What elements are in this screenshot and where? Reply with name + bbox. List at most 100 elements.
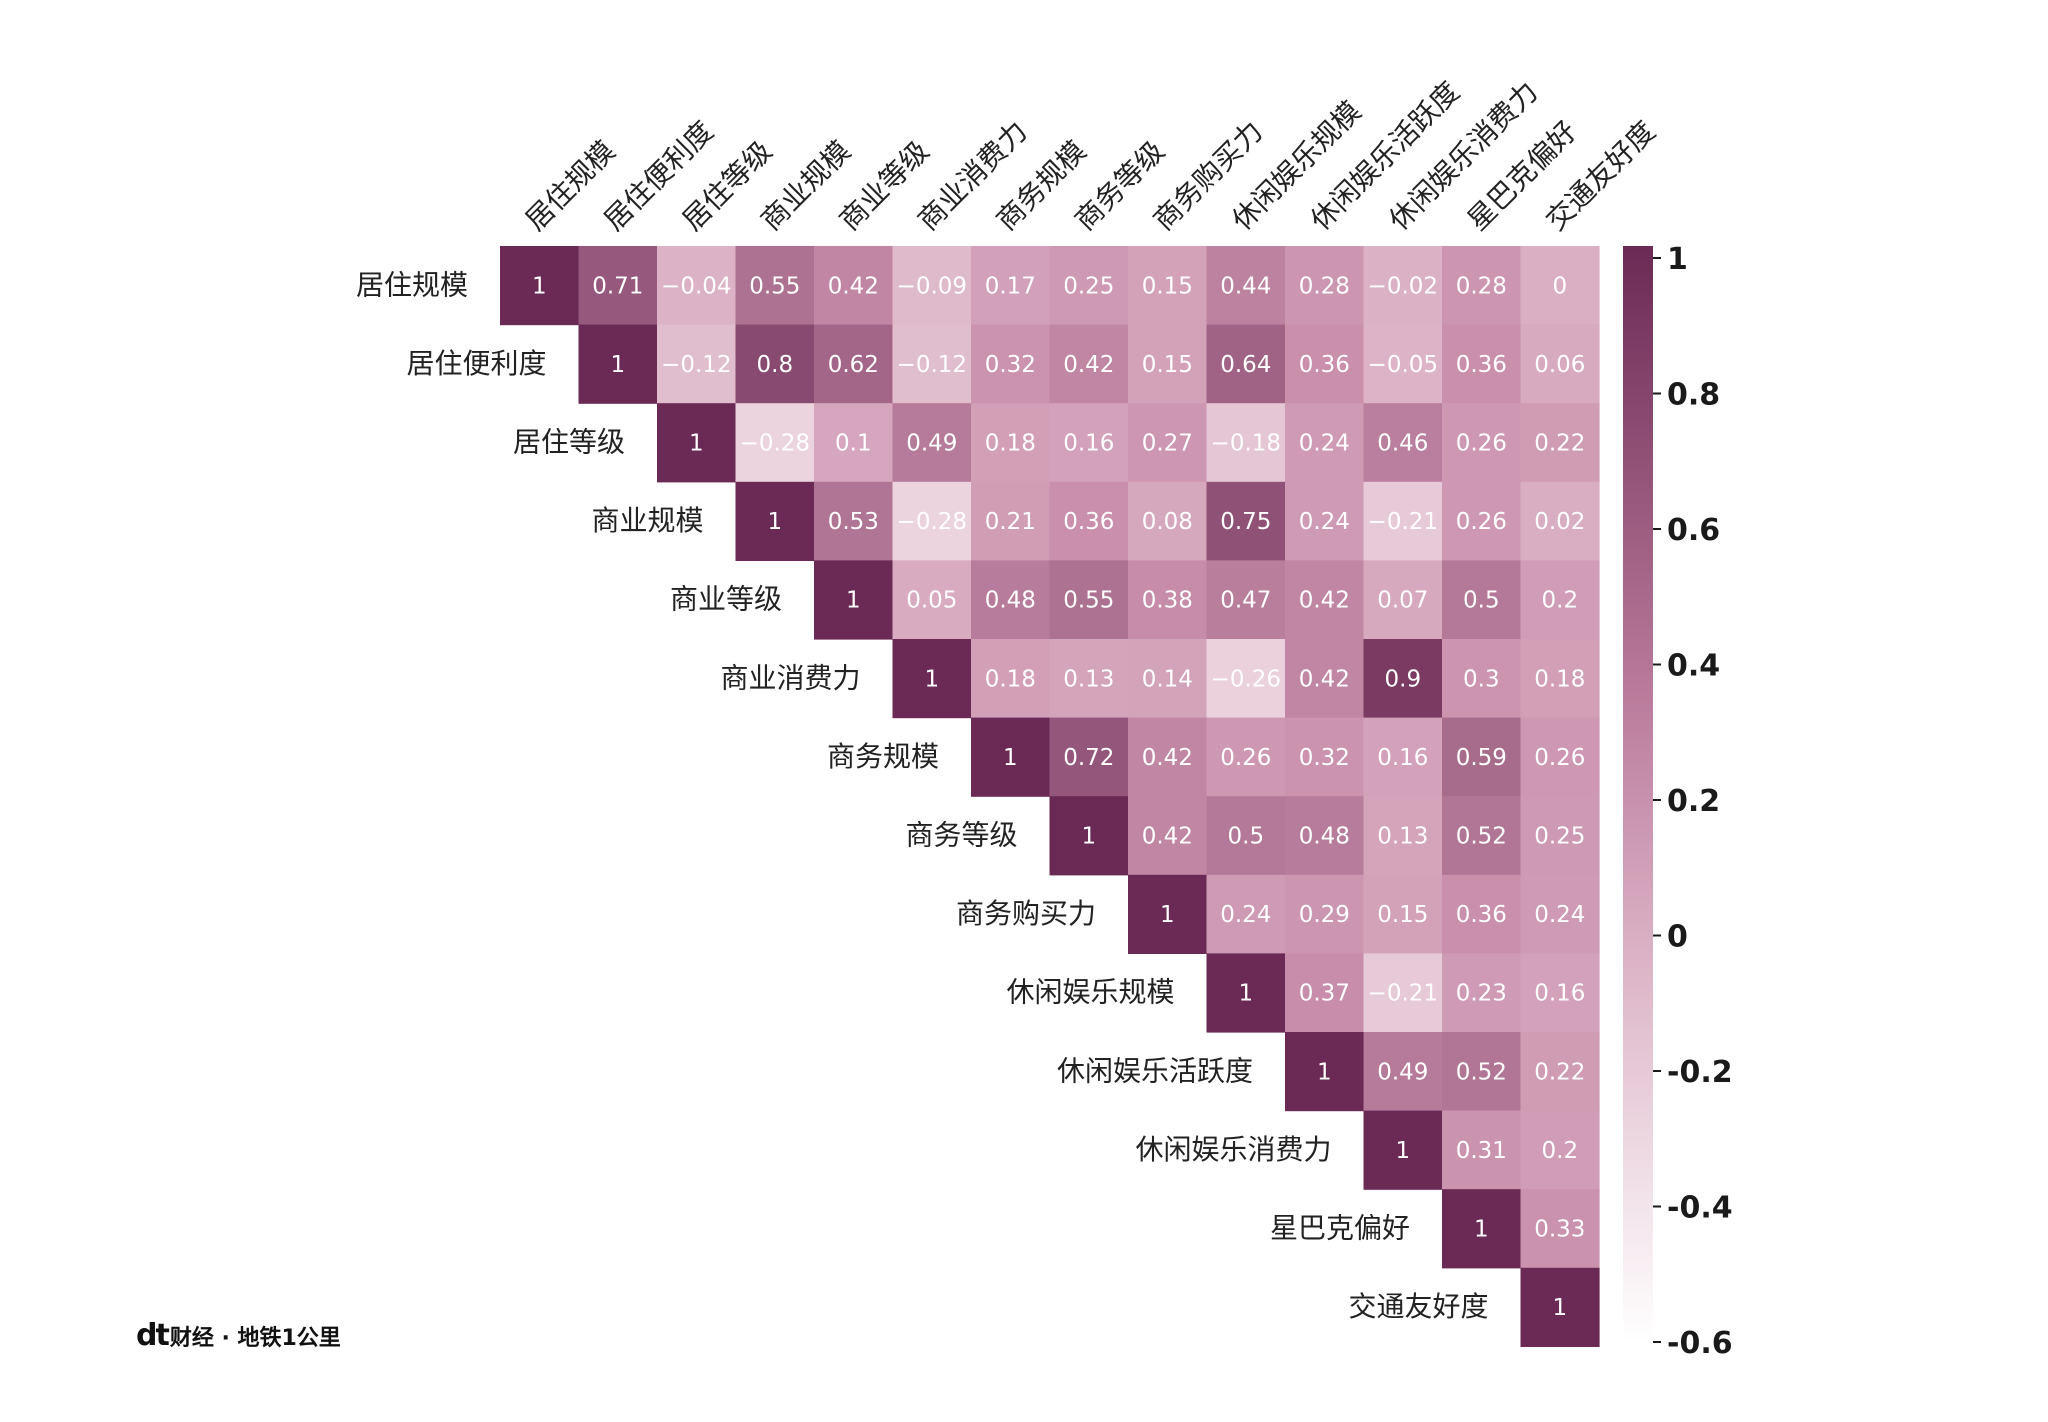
heatmap-cell bbox=[578, 246, 658, 326]
heatmap-cell bbox=[1206, 717, 1286, 797]
heatmap-cell bbox=[814, 246, 894, 326]
cell-value: 0.5 bbox=[1228, 824, 1265, 850]
heatmap-cell bbox=[1285, 874, 1365, 954]
cell-value: 0.36 bbox=[1456, 352, 1507, 378]
cell-value: 0.72 bbox=[1063, 745, 1114, 771]
heatmap-cell bbox=[657, 324, 737, 404]
heatmap-cell bbox=[892, 639, 972, 719]
heatmap-cell bbox=[1128, 796, 1208, 876]
cell-value: −0.21 bbox=[1368, 509, 1438, 535]
cell-value: 0.52 bbox=[1456, 824, 1507, 850]
heatmap-cell bbox=[1363, 796, 1443, 876]
cell-value: 0.47 bbox=[1220, 588, 1271, 614]
row-labels: 居住规模居住便利度居住等级商业规模商业等级商业消费力商务规模商务等级商务购买力休… bbox=[356, 268, 1489, 1323]
cell-value: 0.15 bbox=[1142, 352, 1193, 378]
cell-value: 0.16 bbox=[1534, 981, 1585, 1007]
cell-value: 1 bbox=[1552, 1295, 1567, 1321]
heatmap-cell bbox=[1128, 324, 1208, 404]
cell-value: 1 bbox=[1003, 745, 1018, 771]
cell-value: 0.05 bbox=[906, 588, 957, 614]
colorbar-tick-label: 0.6 bbox=[1667, 513, 1720, 548]
row-label: 商务规模 bbox=[827, 740, 939, 773]
heatmap-cell bbox=[1442, 481, 1522, 561]
heatmap-cell bbox=[892, 481, 972, 561]
row-label: 商业规模 bbox=[591, 504, 703, 537]
heatmap-cell bbox=[735, 324, 815, 404]
heatmap-cell bbox=[1442, 796, 1522, 876]
heatmap-cell bbox=[1363, 324, 1443, 404]
heatmap-cell bbox=[1520, 1267, 1600, 1347]
colorbar-tick-label: 0 bbox=[1667, 920, 1688, 955]
row-label: 休闲娱乐活跃度 bbox=[1057, 1054, 1253, 1087]
heatmap-cell bbox=[1363, 717, 1443, 797]
heatmap-cell bbox=[1206, 324, 1286, 404]
cell-value: −0.18 bbox=[1211, 431, 1281, 457]
cell-value: 1 bbox=[689, 431, 704, 457]
colorbar-tick-label: 0.4 bbox=[1667, 649, 1720, 684]
cell-value: 1 bbox=[1474, 1217, 1489, 1243]
heatmap-cell bbox=[1206, 481, 1286, 561]
heatmap-cell bbox=[1128, 403, 1208, 483]
heatmap-cell bbox=[1206, 246, 1286, 326]
heatmap-cell bbox=[1363, 874, 1443, 954]
heatmap-cell bbox=[1049, 246, 1129, 326]
heatmap-cell bbox=[1520, 953, 1600, 1033]
heatmap-cell bbox=[1128, 481, 1208, 561]
heatmap-cell bbox=[1049, 639, 1129, 719]
heatmap-cell bbox=[578, 324, 658, 404]
cell-value: 0.14 bbox=[1142, 666, 1193, 692]
cell-value: 0.64 bbox=[1220, 352, 1271, 378]
heatmap-cell bbox=[892, 403, 972, 483]
cell-value: 0.32 bbox=[1299, 745, 1350, 771]
heatmap-cell bbox=[1049, 481, 1129, 561]
cell-value: 1 bbox=[1081, 824, 1096, 850]
cell-value: 0.42 bbox=[828, 273, 879, 299]
row-label: 商务等级 bbox=[905, 819, 1017, 852]
heatmap-cell bbox=[1206, 639, 1286, 719]
heatmap-cell bbox=[500, 246, 580, 326]
heatmap-cell bbox=[735, 403, 815, 483]
cell-value: −0.21 bbox=[1368, 981, 1438, 1007]
cell-value: −0.28 bbox=[740, 431, 810, 457]
heatmap-cell bbox=[1128, 717, 1208, 797]
heatmap-cell bbox=[1442, 1110, 1522, 1190]
cell-value: 1 bbox=[846, 588, 861, 614]
cell-value: 0.02 bbox=[1534, 509, 1585, 535]
heatmap-cell bbox=[1520, 324, 1600, 404]
heatmap-cell bbox=[1363, 246, 1443, 326]
cell-value: 0.36 bbox=[1456, 902, 1507, 928]
cell-value: −0.28 bbox=[897, 509, 967, 535]
colorbar-tick-label: 0.8 bbox=[1667, 378, 1720, 413]
heatmap-cell bbox=[1520, 246, 1600, 326]
cell-value: 1 bbox=[767, 509, 782, 535]
cell-value: 0.23 bbox=[1456, 981, 1507, 1007]
heatmap-cell bbox=[1520, 560, 1600, 640]
heatmap-cell bbox=[1285, 560, 1365, 640]
cell-value: 0.46 bbox=[1377, 431, 1428, 457]
cell-value: 0.42 bbox=[1142, 745, 1193, 771]
cell-value: 0.06 bbox=[1534, 352, 1585, 378]
cell-value: 0.48 bbox=[1299, 824, 1350, 850]
cell-value: 0.9 bbox=[1385, 666, 1422, 692]
cell-value: 0.18 bbox=[985, 666, 1036, 692]
heatmap-cell bbox=[814, 560, 894, 640]
cell-value: 0.2 bbox=[1542, 588, 1579, 614]
cell-value: 0.24 bbox=[1220, 902, 1271, 928]
logo-dt: dt bbox=[136, 1318, 170, 1353]
heatmap-cells: 1 0.71 −0.04 0.55 0.42 −0.09 0.17 0.25 0.15 0.44 0… bbox=[500, 246, 1600, 1347]
cell-value: 0.55 bbox=[1063, 588, 1114, 614]
cell-value: −0.12 bbox=[661, 352, 731, 378]
cell-value: −0.26 bbox=[1211, 666, 1281, 692]
heatmap-cell bbox=[735, 246, 815, 326]
heatmap-cell bbox=[1363, 953, 1443, 1033]
heatmap-cell bbox=[1285, 403, 1365, 483]
cell-value: 0.37 bbox=[1299, 981, 1350, 1007]
colorbar-tick-label: -0.6 bbox=[1667, 1326, 1733, 1361]
cell-value: 0.25 bbox=[1534, 824, 1585, 850]
cell-value: −0.05 bbox=[1368, 352, 1438, 378]
heatmap-cell bbox=[1520, 717, 1600, 797]
cell-value: 0.18 bbox=[985, 431, 1036, 457]
cell-value: 0.24 bbox=[1534, 902, 1585, 928]
row-label: 居住规模 bbox=[356, 268, 468, 301]
row-label: 居住等级 bbox=[513, 426, 625, 459]
